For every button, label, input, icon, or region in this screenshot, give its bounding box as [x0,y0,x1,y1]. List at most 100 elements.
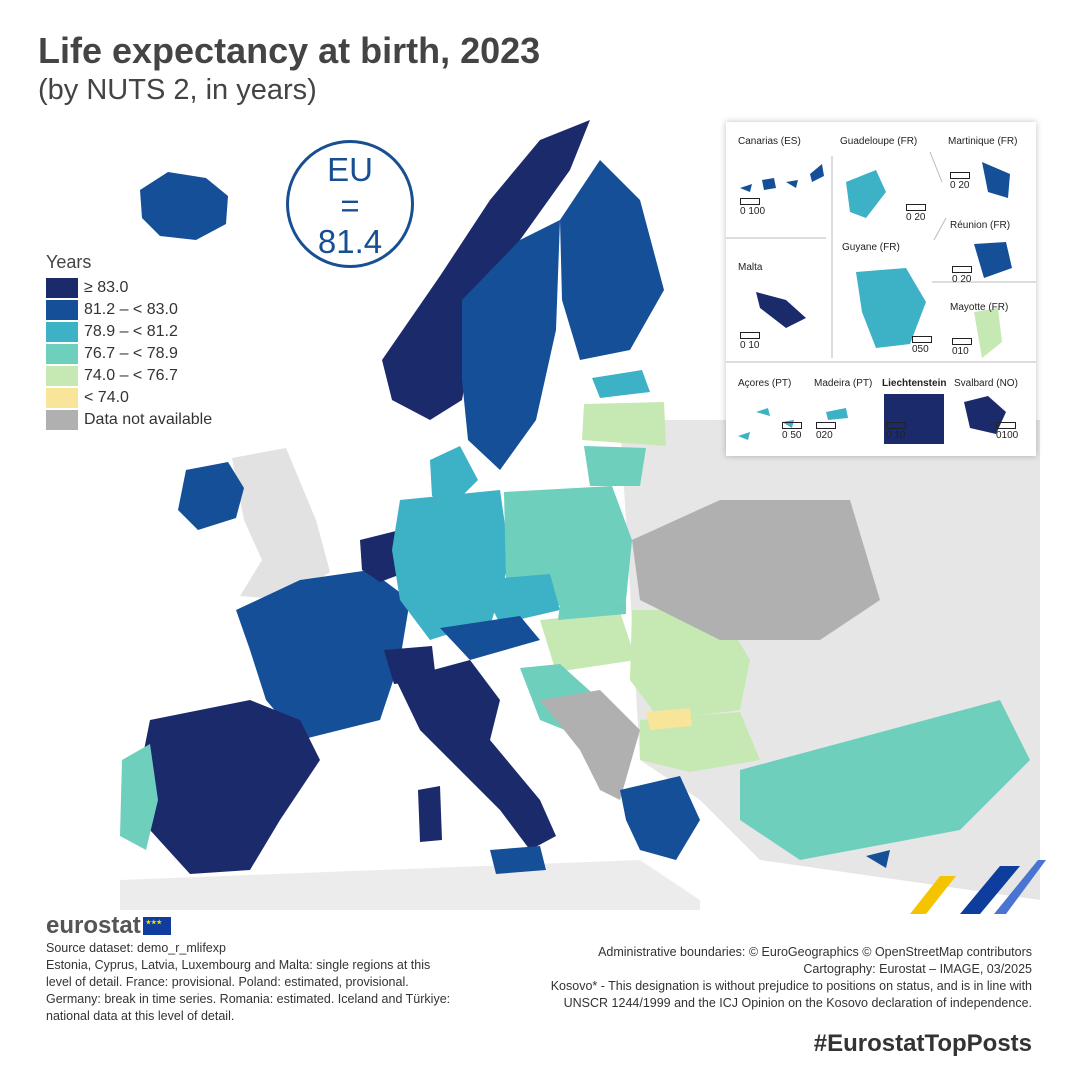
inset-label-reunion: Réunion (FR) [950,220,1011,231]
inset-label-madeira: Madeira (PT) [814,378,873,389]
legend-item: < 74.0 [46,387,212,409]
malta-island [756,292,806,328]
scale-bar-liechtenstein: 0 10 [886,422,906,441]
legend-swatch [46,388,78,408]
estonia-region [592,370,650,398]
inset-label-liechtenstein: Liechtenstein [882,378,947,389]
greece-region [620,776,700,860]
scale-bar-madeira: 020 [816,422,836,441]
spain-region [140,700,320,874]
scale-bar-guadeloupe: 0 20 [906,204,926,223]
finland-region [560,160,664,360]
source-line: Source dataset: demo_r_mlifexp [46,941,226,955]
outermost-regions-inset: Canarias (ES) 0 100 Guadeloupe (FR) 0 20… [726,122,1036,456]
lithuania-region [584,446,646,486]
credit-line: Cartography: Eurostat – IMAGE, 03/2025 [803,962,1032,976]
credit-line: Kosovo* - This designation is without pr… [550,979,1032,993]
inset-label-malta: Malta [738,262,763,273]
acores-islands [738,408,794,440]
canarias-islands [740,164,824,192]
source-line: level of detail. France: provisional. Po… [46,975,409,989]
scale-bar-svalbard: 0100 [996,422,1018,441]
bosnia-serbia-region [540,690,640,800]
legend-item-label: Data not available [84,411,213,428]
madeira-islands [826,408,848,420]
inset-map [726,151,1036,444]
legend-swatch [46,300,78,320]
eu-badge-eq: = [340,187,360,224]
eu-badge-label: EU [327,151,373,188]
source-notes: Source dataset: demo_r_mlifexp Estonia, … [46,940,506,1025]
guyane-region [856,268,926,348]
legend-item-label: 76.7 – < 78.9 [84,345,178,362]
legend-item-label: 78.9 – < 81.2 [84,323,178,340]
legend-item: 78.9 – < 81.2 [46,321,212,343]
source-line: Estonia, Cyprus, Latvia, Luxembourg and … [46,958,431,972]
legend-swatch [46,344,78,364]
hashtag: #EurostatTopPosts [813,1030,1032,1057]
belarus-ukraine-region [632,500,880,640]
legend-item: 74.0 – < 76.7 [46,365,212,387]
legend-item-label: < 74.0 [84,389,129,406]
scale-bar-malta: 0 10 [740,332,760,351]
hungary-region [540,612,636,672]
norway-region [382,120,590,420]
austria-region [440,616,540,660]
legend-item: 81.2 – < 83.0 [46,299,212,321]
legend-swatch [46,410,78,430]
credit-line: Administrative boundaries: © EuroGeograp… [598,945,1032,959]
legend-item: 76.7 – < 78.9 [46,343,212,365]
slovakia-region [558,600,626,620]
inset-label-martinique: Martinique (FR) [948,136,1018,147]
sweden-region [462,220,560,470]
north-africa-land [120,860,700,910]
inset-label-guadeloupe: Guadeloupe (FR) [840,136,918,147]
credits-notes: Administrative boundaries: © EuroGeograp… [492,944,1032,1012]
eu-flag-icon [142,917,171,935]
legend-swatch [46,278,78,298]
turkey-region [740,700,1030,860]
eu-average-badge: EU = 81.4 [286,140,414,268]
eu-badge-value: 81.4 [317,223,383,260]
scale-bar-acores: 0 50 [782,422,802,441]
germany-region [392,490,510,640]
sicily-region [490,846,546,874]
sardinia-region [418,786,442,842]
ireland-region [178,462,244,530]
legend: Years ≥ 83.0 81.2 – < 83.0 78.9 – < 81.2… [46,252,212,431]
legend-item-label: ≥ 83.0 [84,279,129,296]
eurostat-corner-mark-icon [910,860,1046,914]
eurostat-logo: eurostat [46,912,171,940]
bulgaria-lowest-region [646,708,692,730]
scale-bar-martinique: 0 20 [950,172,970,191]
eurostat-logo-text: eurostat [46,912,141,939]
inset-label-svalbard: Svalbard (NO) [954,378,1018,389]
credit-line: UNSCR 1244/1999 and the ICJ Opinion on t… [563,996,1032,1010]
legend-swatch [46,322,78,342]
legend-item-label: 74.0 – < 76.7 [84,367,178,384]
scale-bar-guyane: 050 [912,336,932,355]
inset-label-canarias: Canarias (ES) [738,136,801,147]
czechia-region [478,574,560,624]
italy-region [396,660,556,850]
page-subtitle: (by NUTS 2, in years) [38,74,317,106]
denmark-region [430,446,478,508]
martinique-island [982,162,1010,198]
inset-label-acores: Açores (PT) [738,378,792,389]
legend-item: Data not available [46,409,212,431]
cyprus-region [866,850,890,868]
iceland-region [140,172,228,240]
source-line: national data at this level of detail. [46,1009,235,1023]
source-line: Germany: break in time series. Romania: … [46,992,451,1006]
inset-label-guyane: Guyane (FR) [842,242,900,253]
guadeloupe-island [846,170,886,218]
uk-land [232,448,330,600]
legend-title: Years [46,252,92,272]
legend-item: ≥ 83.0 [46,277,212,299]
scale-bar-canarias: 0 100 [740,198,765,217]
page-title: Life expectancy at birth, 2023 [38,30,541,71]
scale-bar-reunion: 0 20 [952,266,972,285]
latvia-region [582,402,666,446]
legend-swatch [46,366,78,386]
